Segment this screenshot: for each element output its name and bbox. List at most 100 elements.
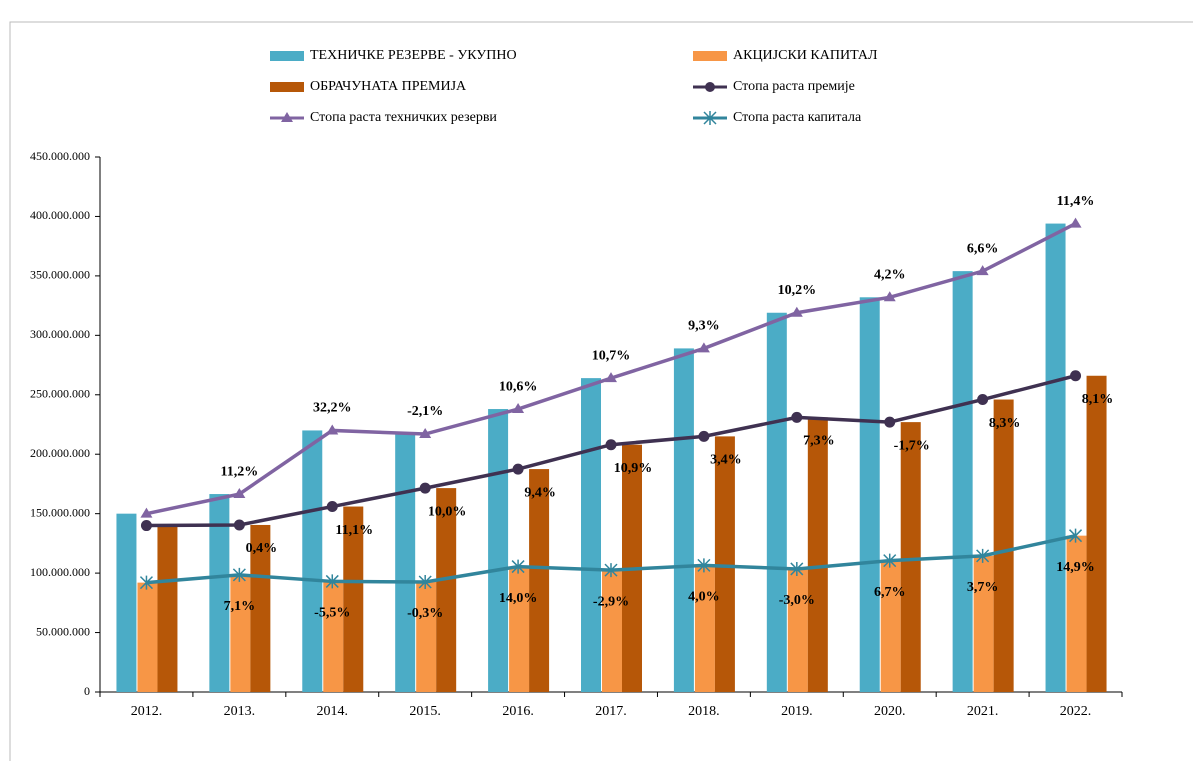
legend-marker [281,112,293,122]
data-label: 6,7% [874,585,906,600]
marker [698,430,710,442]
bar [673,348,694,692]
bar [581,378,601,692]
marker [884,416,896,428]
y-tick-label: 300.000.000 [30,327,90,341]
marker [419,482,431,494]
data-label: 11,2% [220,464,258,479]
marker [512,403,525,414]
y-tick-label: 0 [84,684,90,698]
bar [714,436,735,692]
marker [418,575,432,590]
data-label: 7,1% [224,599,256,614]
data-label: 10,7% [592,348,631,363]
data-label: 8,1% [1082,392,1114,407]
legend-marker [705,82,715,92]
chart-frame [9,21,1193,761]
marker [883,291,896,302]
data-label: 3,4% [710,453,742,468]
y-tick-label: 400.000.000 [30,208,90,222]
data-label: 10,2% [778,283,817,298]
data-label: 11,4% [1057,194,1095,209]
bar [766,312,787,692]
legend-swatch [270,82,304,92]
y-tick-label: 50.000.000 [36,624,90,638]
marker [419,428,432,439]
x-tick-label: 2018. [688,704,720,719]
bar [250,524,271,692]
bar [209,494,230,692]
x-tick-label: 2020. [874,704,906,719]
data-label: 11,1% [335,523,373,538]
marker [883,553,897,568]
legend-label: ТЕХНИЧКЕ РЕЗЕРВЕ - УКУПНО [310,48,517,63]
bar [900,422,921,692]
marker [139,575,153,590]
legend-marker [703,111,717,125]
bar [343,506,364,692]
marker [976,265,989,276]
marker [233,488,246,499]
data-label: 8,3% [989,416,1021,431]
legend-label: Стопа раста капитала [733,110,862,125]
marker [140,507,153,518]
legend-swatch [270,51,304,61]
marker [326,501,338,513]
data-label: 32,2% [313,401,352,416]
bar [416,582,437,692]
data-label: 10,0% [428,504,467,519]
y-tick-label: 350.000.000 [30,268,90,282]
bar [488,409,509,692]
x-tick-label: 2022. [1060,704,1092,719]
marker [697,558,711,573]
x-tick-label: 2012. [131,704,163,719]
bar [880,560,901,692]
x-tick-label: 2017. [595,704,627,719]
x-tick-label: 2014. [317,704,349,719]
bar [302,430,323,692]
y-tick-label: 100.000.000 [30,565,90,579]
bar [1086,375,1107,692]
legend-swatch [693,51,727,61]
marker [233,519,245,531]
data-label: -2,1% [407,404,443,419]
bar [602,570,622,692]
line [146,222,1077,516]
bar [137,582,158,692]
y-tick-label: 200.000.000 [30,446,90,460]
marker [1069,217,1082,228]
data-label: 3,7% [967,580,999,595]
marker [697,342,710,353]
bar [395,434,416,692]
data-label: 10,9% [614,461,653,476]
bar [787,568,808,692]
bar [529,469,550,692]
legend-label: ОБРАЧУНАТА ПРЕМИЈА [310,79,467,94]
data-label: -0,3% [407,606,443,621]
marker [1070,370,1082,382]
data-label: 14,0% [499,591,538,606]
bar [859,297,880,692]
marker [232,567,246,582]
y-tick-label: 150.000.000 [30,505,90,519]
bar [157,525,178,692]
bar [973,555,994,692]
marker [976,548,990,563]
data-label: 14,9% [1056,560,1095,575]
data-label: 9,4% [524,485,556,500]
y-tick-label: 250.000.000 [30,387,90,401]
x-tick-label: 2021. [967,704,999,719]
bar [993,399,1014,692]
legend-label: АКЦИЈСКИ КАПИТАЛ [733,48,878,63]
bar [807,417,828,692]
bar [230,574,251,692]
x-tick-label: 2016. [502,704,534,719]
data-label: 9,3% [688,319,720,334]
data-label: -2,9% [593,594,629,609]
marker [1069,528,1083,543]
data-label: -5,5% [314,606,350,621]
bar [323,581,344,692]
bar [116,513,137,692]
line [146,374,1076,528]
